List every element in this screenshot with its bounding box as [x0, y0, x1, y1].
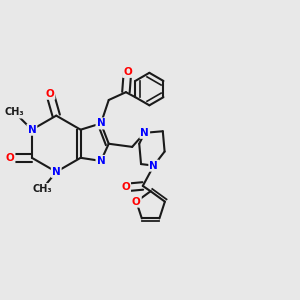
Text: N: N [140, 128, 149, 138]
Text: O: O [6, 153, 14, 163]
Text: O: O [132, 196, 141, 207]
Text: N: N [97, 156, 105, 166]
Text: CH₃: CH₃ [5, 107, 25, 118]
Text: O: O [123, 67, 132, 77]
Text: N: N [97, 118, 105, 128]
Text: N: N [52, 167, 61, 177]
Text: O: O [121, 182, 130, 193]
Text: N: N [149, 160, 158, 171]
Text: O: O [46, 89, 54, 99]
Text: N: N [28, 125, 36, 135]
Text: CH₃: CH₃ [32, 184, 52, 194]
